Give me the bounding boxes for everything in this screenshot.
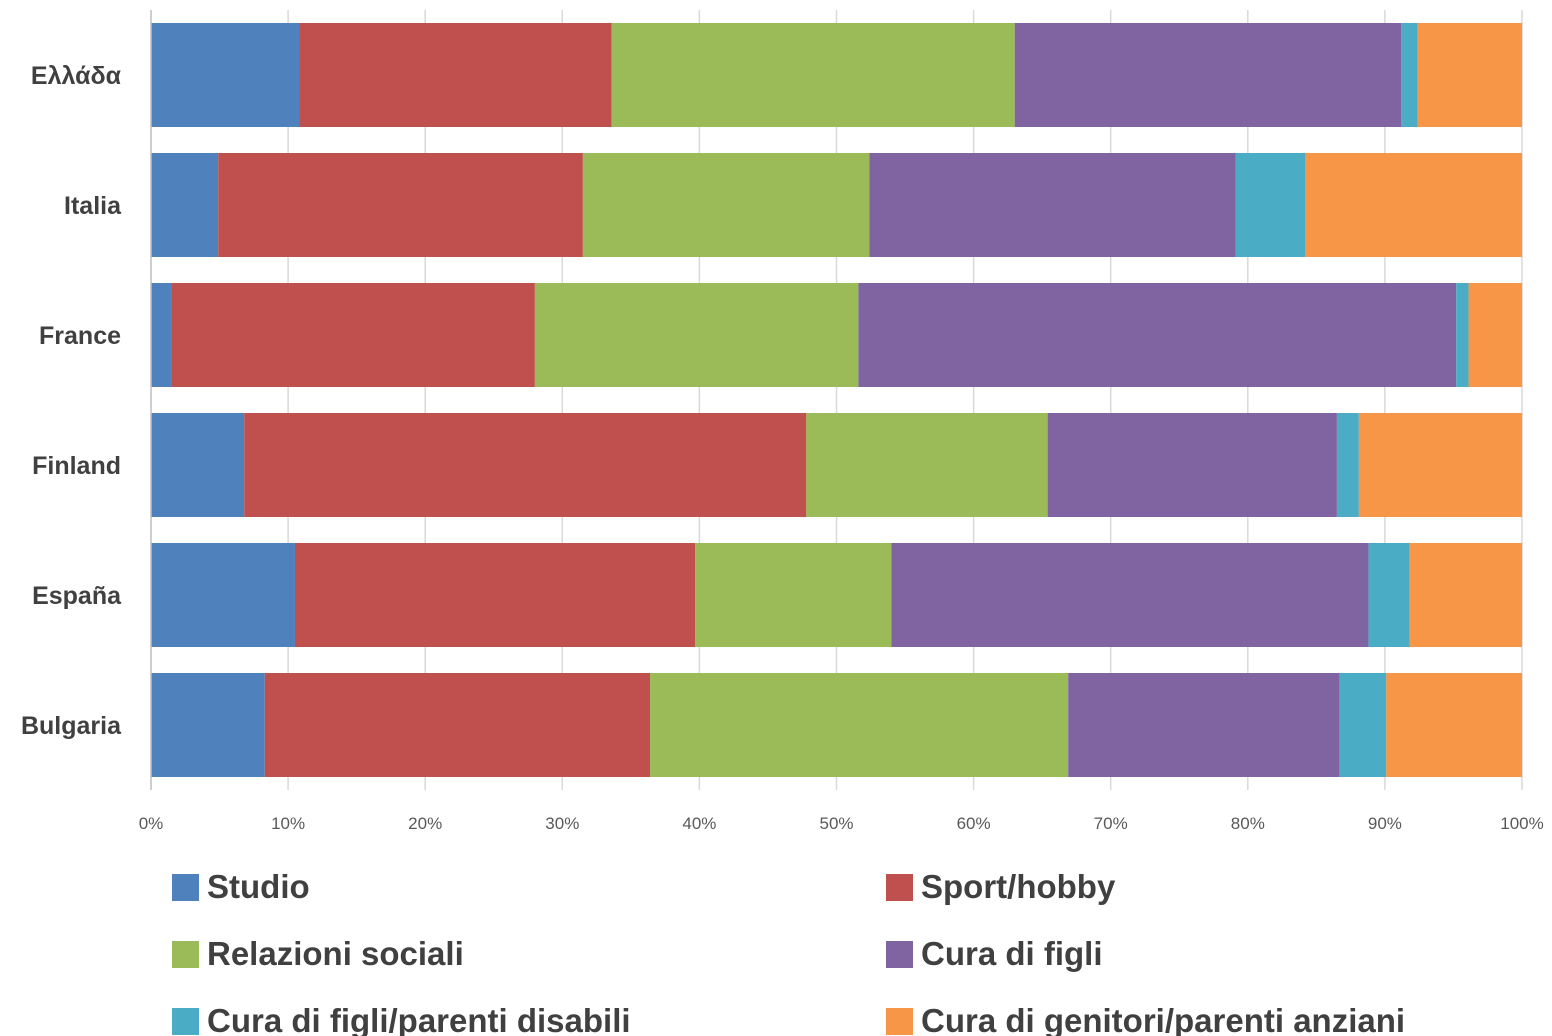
bar-segment xyxy=(806,413,1048,517)
bar-segment xyxy=(171,283,535,387)
legend-label: Sport/hobby xyxy=(921,868,1116,905)
category-label: Ελλάδα xyxy=(31,62,122,90)
x-tick-label: 10% xyxy=(271,814,305,833)
bar-segment xyxy=(1409,543,1522,647)
bar-segment xyxy=(1014,23,1402,127)
bars xyxy=(151,23,1522,777)
category-label: Bulgaria xyxy=(21,712,122,740)
bar-segment xyxy=(294,543,696,647)
legend-swatch xyxy=(886,1008,913,1035)
bar-segment xyxy=(1401,23,1418,127)
x-tick-label: 20% xyxy=(408,814,442,833)
bar-segment xyxy=(891,543,1369,647)
category-label: España xyxy=(32,582,122,610)
bar-segment xyxy=(1068,673,1340,777)
bar-segment xyxy=(869,153,1236,257)
legend-label: Relazioni sociali xyxy=(207,935,464,972)
bar-segment xyxy=(1339,673,1387,777)
bar-segment xyxy=(151,23,300,127)
bar-segment xyxy=(695,543,892,647)
bar-segment xyxy=(534,283,859,387)
bar-segment xyxy=(1336,413,1359,517)
x-tick-label: 60% xyxy=(957,814,991,833)
legend-swatch xyxy=(886,941,913,968)
x-tick-label: 40% xyxy=(682,814,716,833)
bar-segment xyxy=(151,413,245,517)
bar-segment xyxy=(151,153,219,257)
bar-segment xyxy=(1368,543,1410,647)
legend-swatch xyxy=(886,874,913,901)
x-tick-label: 70% xyxy=(1094,814,1128,833)
x-tick-labels: 0% 10% 20% 30% 40% 50% 60% 70% 80% 90% 100% xyxy=(139,814,1544,833)
category-label: France xyxy=(39,322,121,350)
bar-segment xyxy=(1358,413,1522,517)
bar-segment xyxy=(582,153,870,257)
x-tick-label: 90% xyxy=(1368,814,1402,833)
bar-segment xyxy=(1468,283,1522,387)
bar-segment xyxy=(1417,23,1522,127)
bar-segment xyxy=(1386,673,1522,777)
x-tick-label: 50% xyxy=(819,814,853,833)
bar-segment xyxy=(218,153,583,257)
legend-label: Cura di figli xyxy=(921,935,1103,972)
bar-segment xyxy=(650,673,1069,777)
bar-segment xyxy=(264,673,651,777)
x-tick-label: 30% xyxy=(545,814,579,833)
bar-segment xyxy=(1047,413,1337,517)
legend-swatch xyxy=(172,941,199,968)
legend-label: Cura di genitori/parenti anziani xyxy=(921,1002,1405,1036)
bar-segment xyxy=(611,23,1015,127)
bar-segment xyxy=(151,283,172,387)
legend-label: Cura di figli/parenti disabili xyxy=(207,1002,631,1036)
bar-segment xyxy=(1305,153,1522,257)
bar-segment xyxy=(151,673,265,777)
legend-swatch xyxy=(172,1008,199,1035)
bar-segment xyxy=(299,23,612,127)
category-labels: Ελλάδα Italia France Finland España Bulgaria xyxy=(21,62,122,740)
category-label: Italia xyxy=(64,192,122,220)
bar-segment xyxy=(1235,153,1306,257)
x-tick-label: 100% xyxy=(1500,814,1543,833)
bar-segment xyxy=(1456,283,1469,387)
category-label: Finland xyxy=(32,452,121,480)
legend: Studio Sport/hobby Relazioni sociali Cura d… xyxy=(172,868,1405,1036)
legend-swatch xyxy=(172,874,199,901)
bar-segment xyxy=(244,413,807,517)
bar-segment xyxy=(151,543,295,647)
x-tick-label: 0% xyxy=(139,814,164,833)
x-tick-label: 80% xyxy=(1231,814,1265,833)
gridlines xyxy=(287,10,1523,790)
bar-segment xyxy=(858,283,1457,387)
legend-label: Studio xyxy=(207,868,310,905)
